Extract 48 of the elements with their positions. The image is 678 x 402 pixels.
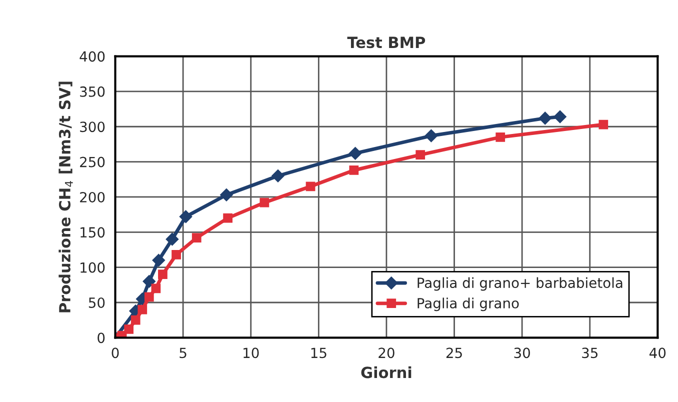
point <box>306 182 316 192</box>
point <box>260 198 270 208</box>
point <box>124 324 134 334</box>
point <box>151 284 161 294</box>
x-tick-label: 40 <box>650 348 666 358</box>
x-tick-label: 25 <box>446 348 462 358</box>
point <box>142 274 156 288</box>
y-axis-title: Produzione CH$_{4}$ [Nm3/t SV] <box>58 82 73 312</box>
y-tick-label: 350 <box>80 86 105 97</box>
point <box>138 304 148 314</box>
point <box>130 315 140 325</box>
x-tick-label: 5 <box>180 348 186 358</box>
point <box>416 150 426 160</box>
point <box>166 232 179 246</box>
y-tick-label: 100 <box>80 262 105 273</box>
x-tick-label: 0 <box>112 348 119 358</box>
point <box>424 129 438 142</box>
x-tick-label: 15 <box>311 348 326 358</box>
point <box>144 292 154 302</box>
point <box>158 270 168 280</box>
point <box>554 110 566 124</box>
point <box>348 146 362 160</box>
point <box>496 132 506 142</box>
point <box>349 166 359 175</box>
point <box>152 254 166 267</box>
point <box>538 112 552 125</box>
point <box>272 169 284 182</box>
point <box>192 233 202 242</box>
x-axis-title: Giorni <box>361 366 412 378</box>
y-tick-label: 150 <box>80 227 105 238</box>
point <box>220 188 233 202</box>
legend-label: Paglia di grano+ barbabietola <box>418 277 622 291</box>
y-tick-label: 0 <box>98 332 105 344</box>
point <box>598 120 608 130</box>
x-tick-label: 10 <box>244 348 259 358</box>
y-tick-label: 50 <box>88 297 105 308</box>
point <box>172 250 181 260</box>
x-tick-label: 35 <box>582 348 598 358</box>
chart-title: Test BMP <box>347 36 426 48</box>
point <box>223 213 232 223</box>
y-tick-label: 400 <box>80 51 105 62</box>
x-tick-label: 30 <box>514 348 530 358</box>
point <box>179 210 192 224</box>
x-tick-label: 20 <box>378 348 394 358</box>
y-tick-label: 250 <box>80 156 105 168</box>
y-tick-label: 200 <box>80 192 105 202</box>
legend-label: Paglia di grano <box>418 298 519 312</box>
y-tick-label: 300 <box>80 122 105 132</box>
